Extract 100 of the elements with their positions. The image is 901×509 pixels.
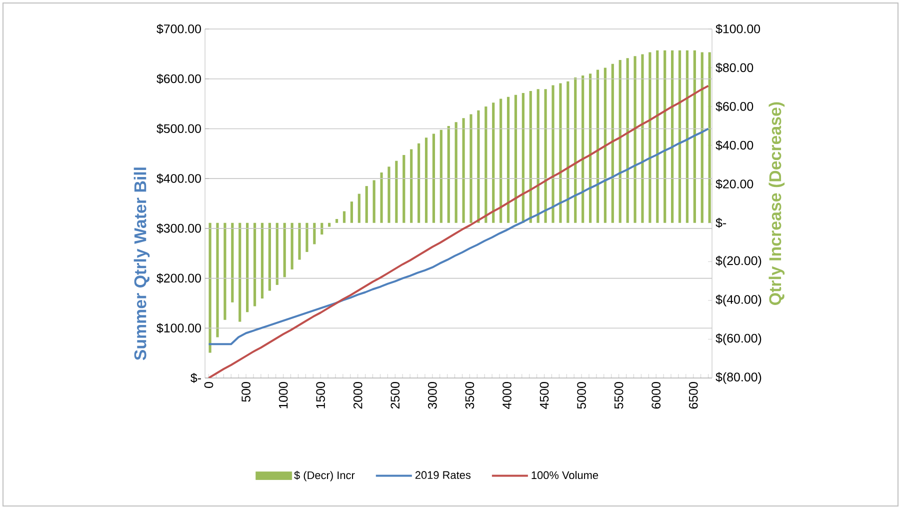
bar	[231, 222, 234, 302]
x-tick-label: 500	[242, 382, 250, 402]
x-tick-label: 6000	[652, 382, 660, 409]
x-tick-label: 5000	[577, 382, 586, 409]
bar	[342, 211, 346, 223]
bar	[604, 68, 606, 223]
bar	[365, 186, 368, 223]
y-tick-label: $300.00	[156, 223, 201, 234]
bar	[253, 222, 256, 306]
bar	[298, 222, 301, 260]
bar	[544, 89, 547, 223]
bar	[462, 118, 465, 223]
bar	[671, 50, 674, 223]
bar	[634, 56, 636, 223]
bar	[216, 222, 219, 338]
bar	[566, 81, 570, 223]
y2-axis-title: Qtrly Increase (Decrease)	[768, 102, 785, 305]
bar	[588, 74, 592, 223]
bar	[268, 222, 271, 291]
y2-tick-label: $-	[716, 218, 726, 228]
bar	[708, 52, 711, 223]
bar	[582, 76, 584, 223]
bar	[596, 70, 600, 223]
bar	[447, 126, 450, 223]
bar	[328, 222, 331, 227]
x-tick-label: 3000	[428, 382, 437, 409]
bar	[424, 138, 428, 223]
bar	[477, 110, 480, 223]
x-tick-label: 3500	[465, 382, 474, 409]
bar	[529, 91, 532, 223]
x-tick-label: 2000	[353, 382, 362, 409]
legend-label: $ (Decr) Incr	[294, 470, 355, 482]
bar	[514, 94, 518, 223]
y-tick-label: $700.00	[156, 24, 201, 34]
bar	[664, 50, 666, 223]
y2-tick-label: $60.00	[716, 102, 754, 112]
bar	[388, 166, 390, 223]
bar	[522, 92, 524, 223]
y2-tick-label: $80.00	[716, 62, 754, 73]
y2-tick-label: $(60.00)	[716, 333, 762, 346]
bar	[432, 134, 436, 223]
bar	[686, 50, 689, 223]
bar	[641, 54, 644, 223]
x-tick-label: 6500	[688, 382, 698, 409]
bar	[306, 222, 308, 252]
bar	[492, 102, 495, 223]
x-tick-label: 4500	[540, 382, 549, 409]
y2-tick-label: $(20.00)	[716, 256, 762, 268]
bar	[574, 77, 577, 223]
bar	[350, 202, 353, 223]
bar	[618, 60, 622, 223]
x-tick-label: 4000	[502, 382, 512, 409]
y2-tick-label: $100.00	[716, 24, 760, 34]
bar	[454, 122, 458, 223]
bar	[283, 222, 286, 278]
bar	[290, 222, 294, 270]
y2-tick-label: $40.00	[716, 140, 754, 150]
legend-label: 2019 Rates	[415, 471, 471, 479]
bar	[380, 172, 383, 223]
bar	[313, 222, 316, 244]
x-tick-label: 0	[204, 382, 214, 388]
bar	[536, 89, 540, 223]
y-tick-label: $-	[190, 372, 201, 384]
y-tick-label: $600.00	[156, 74, 201, 84]
y2-tick-label: $20.00	[716, 179, 754, 190]
bar	[506, 96, 510, 223]
bar	[246, 222, 249, 312]
bar	[260, 222, 264, 299]
bar	[276, 222, 278, 285]
bar	[372, 180, 376, 223]
bar	[410, 149, 413, 223]
bar	[440, 130, 442, 223]
x-tick-label: 1000	[278, 382, 288, 408]
bar	[402, 155, 406, 223]
legend-label: 100% Volume	[532, 471, 598, 480]
bar	[700, 52, 704, 223]
y-tick-label: $500.00	[156, 124, 201, 134]
bar	[395, 160, 398, 223]
bar	[611, 64, 614, 223]
bar	[559, 83, 562, 223]
y-tick-label: $200.00	[156, 273, 201, 284]
y2-tick-label: $(40.00)	[716, 294, 762, 306]
bar	[470, 114, 472, 223]
bar	[417, 143, 420, 223]
bar	[335, 219, 338, 223]
bar	[208, 222, 212, 353]
x-tick-label: 1500	[316, 382, 325, 408]
bar	[656, 50, 659, 223]
x-tick-label: 5500	[614, 382, 624, 409]
y-axis-title: Summer Qtrly Water Bill	[134, 168, 150, 360]
bar	[648, 52, 652, 223]
y-tick-label: $100.00	[156, 323, 201, 334]
bar	[552, 85, 554, 223]
bar	[678, 50, 682, 223]
y2-tick-label: $(80.00)	[716, 372, 762, 384]
bar	[626, 58, 629, 223]
bar	[358, 194, 360, 223]
y-tick-label: $400.00	[156, 174, 201, 184]
x-tick-label: 2500	[390, 382, 400, 409]
bar	[693, 50, 696, 223]
